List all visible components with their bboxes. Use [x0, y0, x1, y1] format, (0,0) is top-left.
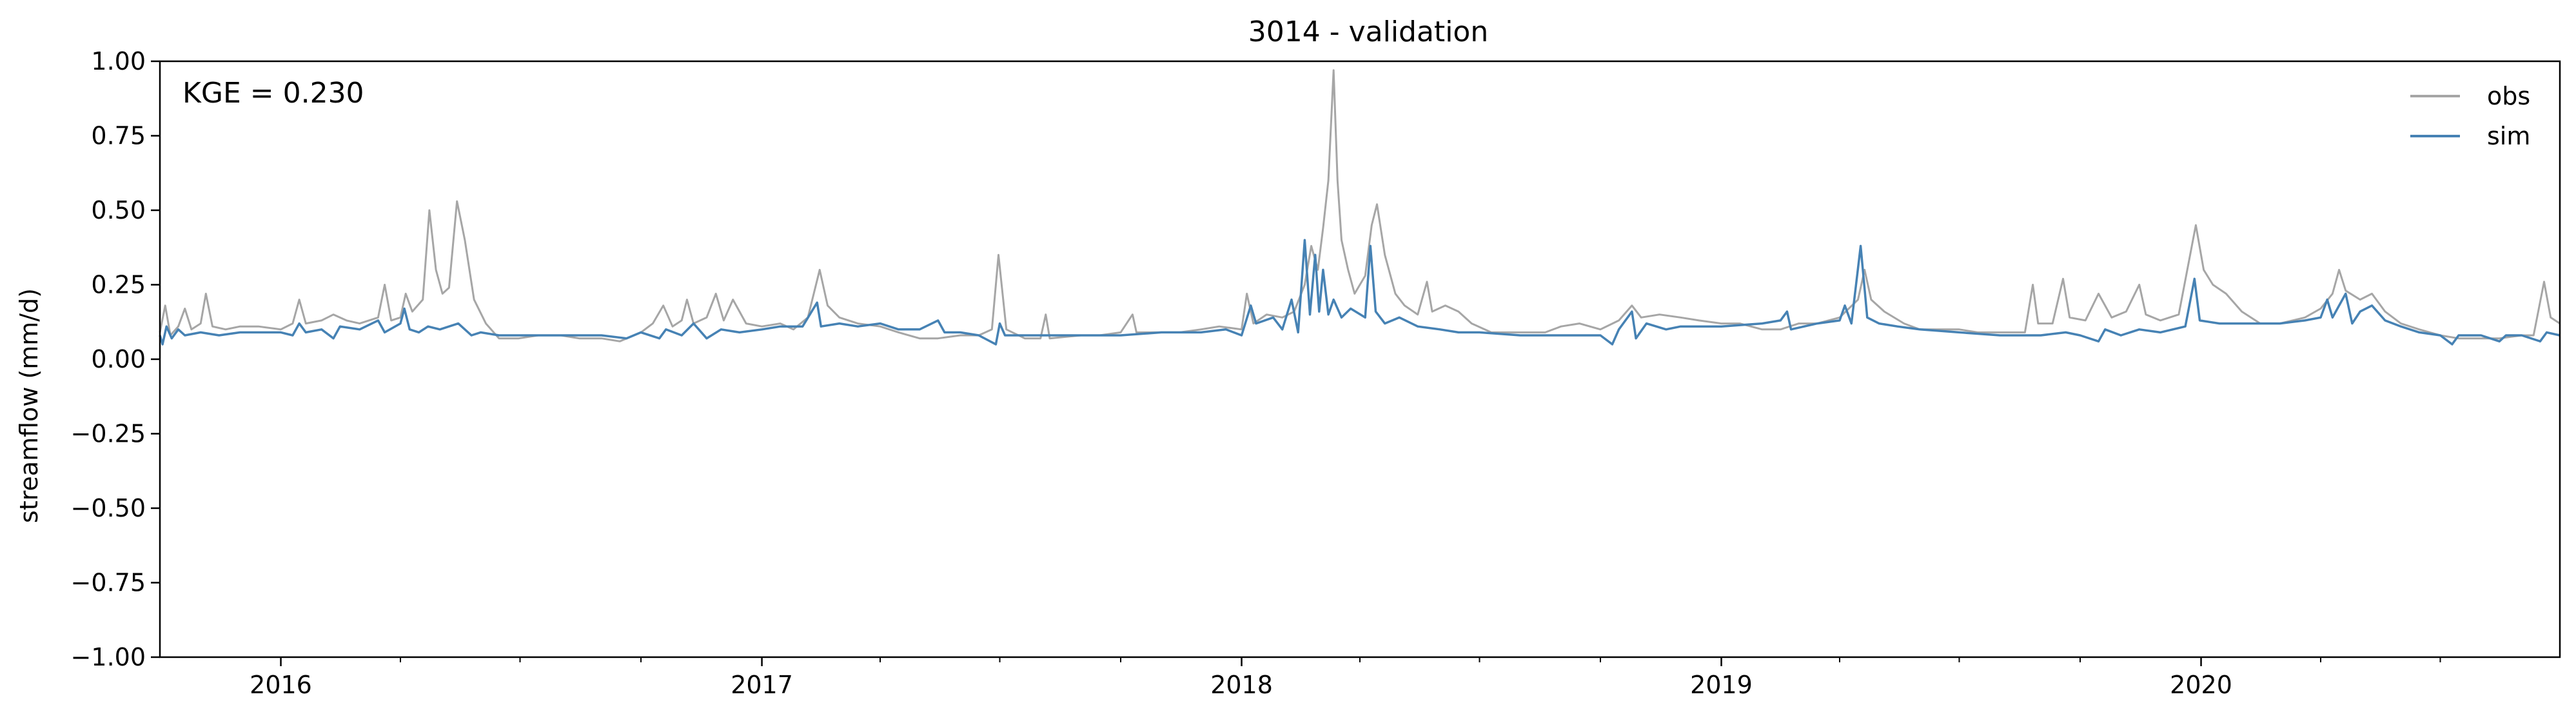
x-tick-label: 2019 [1690, 671, 1753, 699]
x-tick-label: 2017 [731, 671, 793, 699]
y-tick-label: 0.25 [91, 271, 146, 299]
y-tick-label: −0.75 [71, 569, 146, 597]
y-tick-label: −0.25 [71, 420, 146, 448]
kge-annotation: KGE = 0.230 [182, 77, 364, 110]
x-axis: 2016 2017 2018 2019 2020 [250, 657, 2441, 699]
y-tick-label: −1.00 [71, 643, 146, 671]
y-axis-label: streamflow (mm/d) [15, 288, 43, 523]
plot-area: 1.00 0.75 0.50 0.25 0.00 −0.25 −0.50 −0.75 −1.00… [71, 47, 2561, 699]
x-tick-label: 2016 [250, 671, 312, 699]
y-tick-label: 0.00 [91, 345, 146, 373]
series-lines [159, 69, 2561, 346]
x-tick-label: 2018 [1210, 671, 1273, 699]
y-axis: 1.00 0.75 0.50 0.25 0.00 −0.25 −0.50 −0.75 −1.00 [71, 47, 160, 671]
series-line-obs [159, 69, 2561, 342]
y-tick-label: 1.00 [91, 47, 146, 75]
y-tick-label: 0.50 [91, 196, 146, 224]
series-line-sim [159, 239, 2561, 346]
legend: obs sim [2410, 82, 2530, 150]
plot-frame [159, 60, 2561, 658]
legend-sim-label: sim [2487, 122, 2530, 150]
y-tick-label: 0.75 [91, 122, 146, 150]
x-tick-label: 2020 [2170, 671, 2232, 699]
chart-title: 3014 - validation [1248, 15, 1488, 48]
y-tick-label: −0.50 [71, 494, 146, 522]
legend-obs-label: obs [2487, 82, 2530, 110]
